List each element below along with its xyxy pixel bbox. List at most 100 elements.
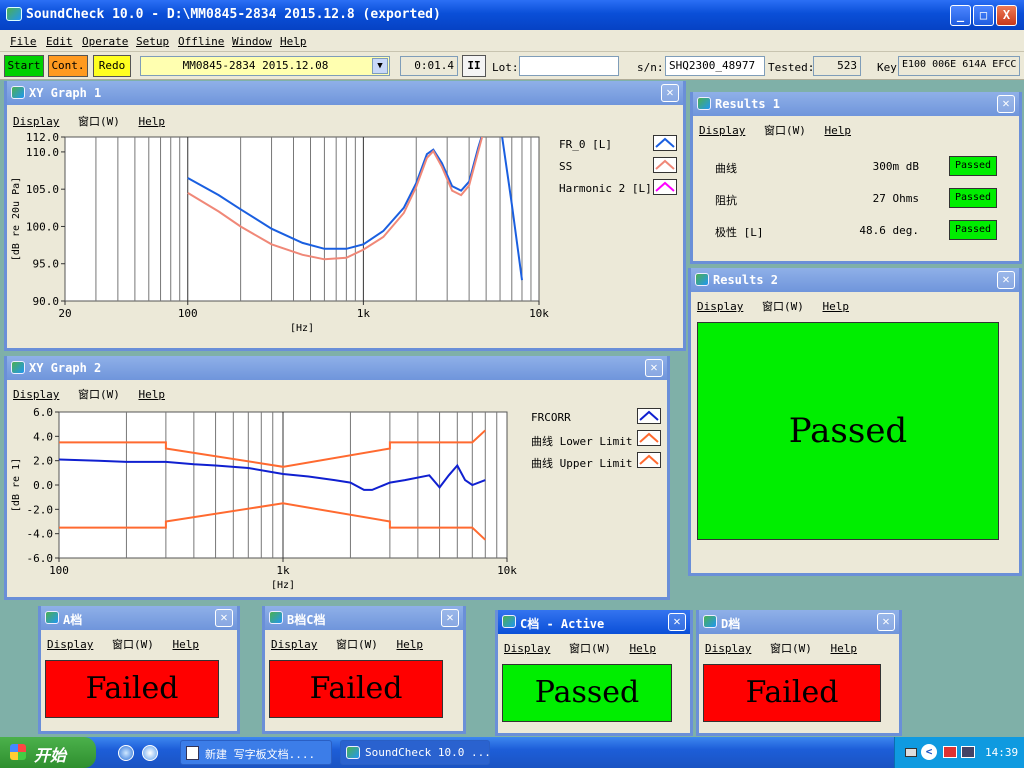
menu-window[interactable]: 窗口(W): [763, 124, 806, 137]
start-button[interactable]: 开始: [0, 737, 96, 768]
menu-display[interactable]: Display: [13, 115, 60, 128]
chevron-left-icon[interactable]: <: [921, 744, 937, 760]
grade-d-titlebar[interactable]: D档 ✕: [699, 610, 899, 634]
legend-ss-swatch[interactable]: [653, 157, 677, 173]
menu-display[interactable]: Display: [705, 642, 752, 655]
menu-display[interactable]: Display: [271, 638, 318, 651]
result-value: 48.6 deg.: [859, 224, 919, 237]
menu-display[interactable]: Display: [47, 638, 94, 651]
system-tray: < 14:39: [894, 737, 1024, 768]
xy-graph-2-titlebar[interactable]: XY Graph 2 ✕: [7, 356, 667, 380]
close-icon[interactable]: ✕: [997, 95, 1015, 113]
grade-d-menu: Display 窗口(W) Help: [705, 640, 869, 656]
results-2-window: Results 2 ✕ Display 窗口(W) Help Passed: [688, 268, 1022, 576]
legend-harmonic-swatch[interactable]: [653, 179, 677, 195]
menu-display[interactable]: Display: [504, 642, 551, 655]
network-icon[interactable]: [943, 746, 957, 758]
menu-help[interactable]: Help: [830, 642, 857, 655]
taskbar: 开始 新建 写字板文档.... SoundCheck 10.0 ... < 14…: [0, 737, 1024, 768]
keyboard-icon[interactable]: [905, 748, 917, 757]
xy-graph-1-chart: 90.0 95.0 100.0 105.0 110.0 112.0 20 100 1k 10k [H…: [11, 131, 549, 334]
close-icon[interactable]: ✕: [645, 359, 663, 377]
taskbar-item-wordpad[interactable]: 新建 写字板文档....: [180, 740, 332, 765]
grade-c-window: C档 - Active ✕ Display 窗口(W) Help Passed: [495, 610, 693, 736]
menu-operate[interactable]: Operate: [82, 35, 129, 48]
minimize-button[interactable]: _: [950, 5, 971, 26]
menu-help[interactable]: Help: [172, 638, 199, 651]
menu-help[interactable]: Help: [822, 300, 849, 313]
close-icon[interactable]: ✕: [877, 613, 895, 631]
menu-display[interactable]: Display: [699, 124, 746, 137]
menu-help[interactable]: Help: [824, 124, 851, 137]
menu-help[interactable]: Help: [138, 115, 165, 128]
menu-window[interactable]: 窗口(W): [111, 638, 154, 651]
elapsed-time: 0:01.4: [400, 56, 458, 76]
grade-a-title: A档: [63, 613, 83, 627]
result-value: 300m dB: [872, 160, 919, 173]
close-icon[interactable]: ✕: [441, 609, 459, 627]
menu-window[interactable]: 窗口(W): [761, 300, 804, 313]
menu-help[interactable]: Help: [138, 388, 165, 401]
menu-window[interactable]: 窗口(W): [77, 388, 120, 401]
xy-graph-1-titlebar[interactable]: XY Graph 1 ✕: [7, 81, 683, 105]
results-1-titlebar[interactable]: Results 1 ✕: [693, 92, 1019, 116]
sn-input[interactable]: SHQ2300_48977: [665, 56, 765, 76]
browser-icon[interactable]: [142, 745, 158, 761]
y-axis-label: [dB re 1]: [11, 458, 22, 512]
ie-icon[interactable]: [118, 745, 134, 761]
chevron-down-icon[interactable]: ▼: [372, 58, 388, 74]
menu-window[interactable]: 窗口(W): [769, 642, 812, 655]
legend-fr0-swatch[interactable]: [653, 135, 677, 151]
window-icon: [11, 361, 25, 374]
window-icon: [45, 611, 59, 624]
redo-button[interactable]: Redo: [93, 55, 131, 77]
start-button[interactable]: Start: [4, 55, 44, 77]
lot-input[interactable]: [519, 56, 619, 76]
start-label: 开始: [34, 746, 67, 765]
tested-count: 523: [813, 56, 861, 76]
menu-display[interactable]: Display: [13, 388, 60, 401]
y-tick-label: 110.0: [26, 146, 59, 159]
menu-edit[interactable]: Edit: [46, 35, 73, 48]
x-tick-label: 20: [58, 307, 71, 320]
key-label: Key: [877, 61, 897, 74]
grade-c-titlebar[interactable]: C档 - Active ✕: [498, 610, 690, 634]
legend-upper-limit-swatch[interactable]: [637, 452, 661, 468]
result-name: 曲线: [715, 162, 737, 175]
x-tick-label: 1k: [276, 564, 290, 577]
sequence-select[interactable]: MM0845-2834 2015.12.08 ▼: [140, 56, 390, 76]
plot-area: [64, 136, 540, 302]
close-icon[interactable]: ✕: [215, 609, 233, 627]
close-icon[interactable]: ✕: [661, 84, 679, 102]
display-icon[interactable]: [961, 746, 975, 758]
results-2-titlebar[interactable]: Results 2 ✕: [691, 268, 1019, 292]
close-icon[interactable]: ✕: [668, 613, 686, 631]
menu-help[interactable]: Help: [396, 638, 423, 651]
maximize-button[interactable]: □: [973, 5, 994, 26]
menu-window[interactable]: 窗口(W): [568, 642, 611, 655]
series-fr-0-l-line: [187, 137, 523, 281]
grade-a-titlebar[interactable]: A档 ✕: [41, 606, 237, 630]
menu-setup[interactable]: Setup: [136, 35, 170, 48]
menu-help[interactable]: Help: [280, 35, 307, 48]
legend-fr0-label: FR_0 [L]: [559, 138, 612, 151]
legend-frcorr-swatch[interactable]: [637, 408, 661, 424]
menu-window[interactable]: 窗口(W): [77, 115, 120, 128]
menu-file[interactable]: File: [10, 35, 37, 48]
menu-window[interactable]: Window: [232, 35, 272, 48]
continue-button[interactable]: Cont.: [48, 55, 88, 77]
menu-window[interactable]: 窗口(W): [335, 638, 378, 651]
close-button[interactable]: X: [996, 5, 1017, 26]
pause-button[interactable]: II: [462, 55, 486, 77]
tested-label: Tested:: [768, 61, 815, 74]
grade-b-titlebar[interactable]: B档C档 ✕: [265, 606, 463, 630]
xy-graph-1-window: XY Graph 1 ✕ Display 窗口(W) Help 90.0 95.0…: [4, 81, 686, 351]
close-icon[interactable]: ✕: [997, 271, 1015, 289]
series-ss-line: [187, 137, 484, 261]
menu-help[interactable]: Help: [629, 642, 656, 655]
taskbar-item-soundcheck[interactable]: SoundCheck 10.0 ...: [340, 740, 490, 765]
menu-display[interactable]: Display: [697, 300, 744, 313]
legend-lower-limit-swatch[interactable]: [637, 430, 661, 446]
y-tick-label: 6.0: [33, 406, 53, 419]
menu-offline[interactable]: Offline: [178, 35, 225, 48]
